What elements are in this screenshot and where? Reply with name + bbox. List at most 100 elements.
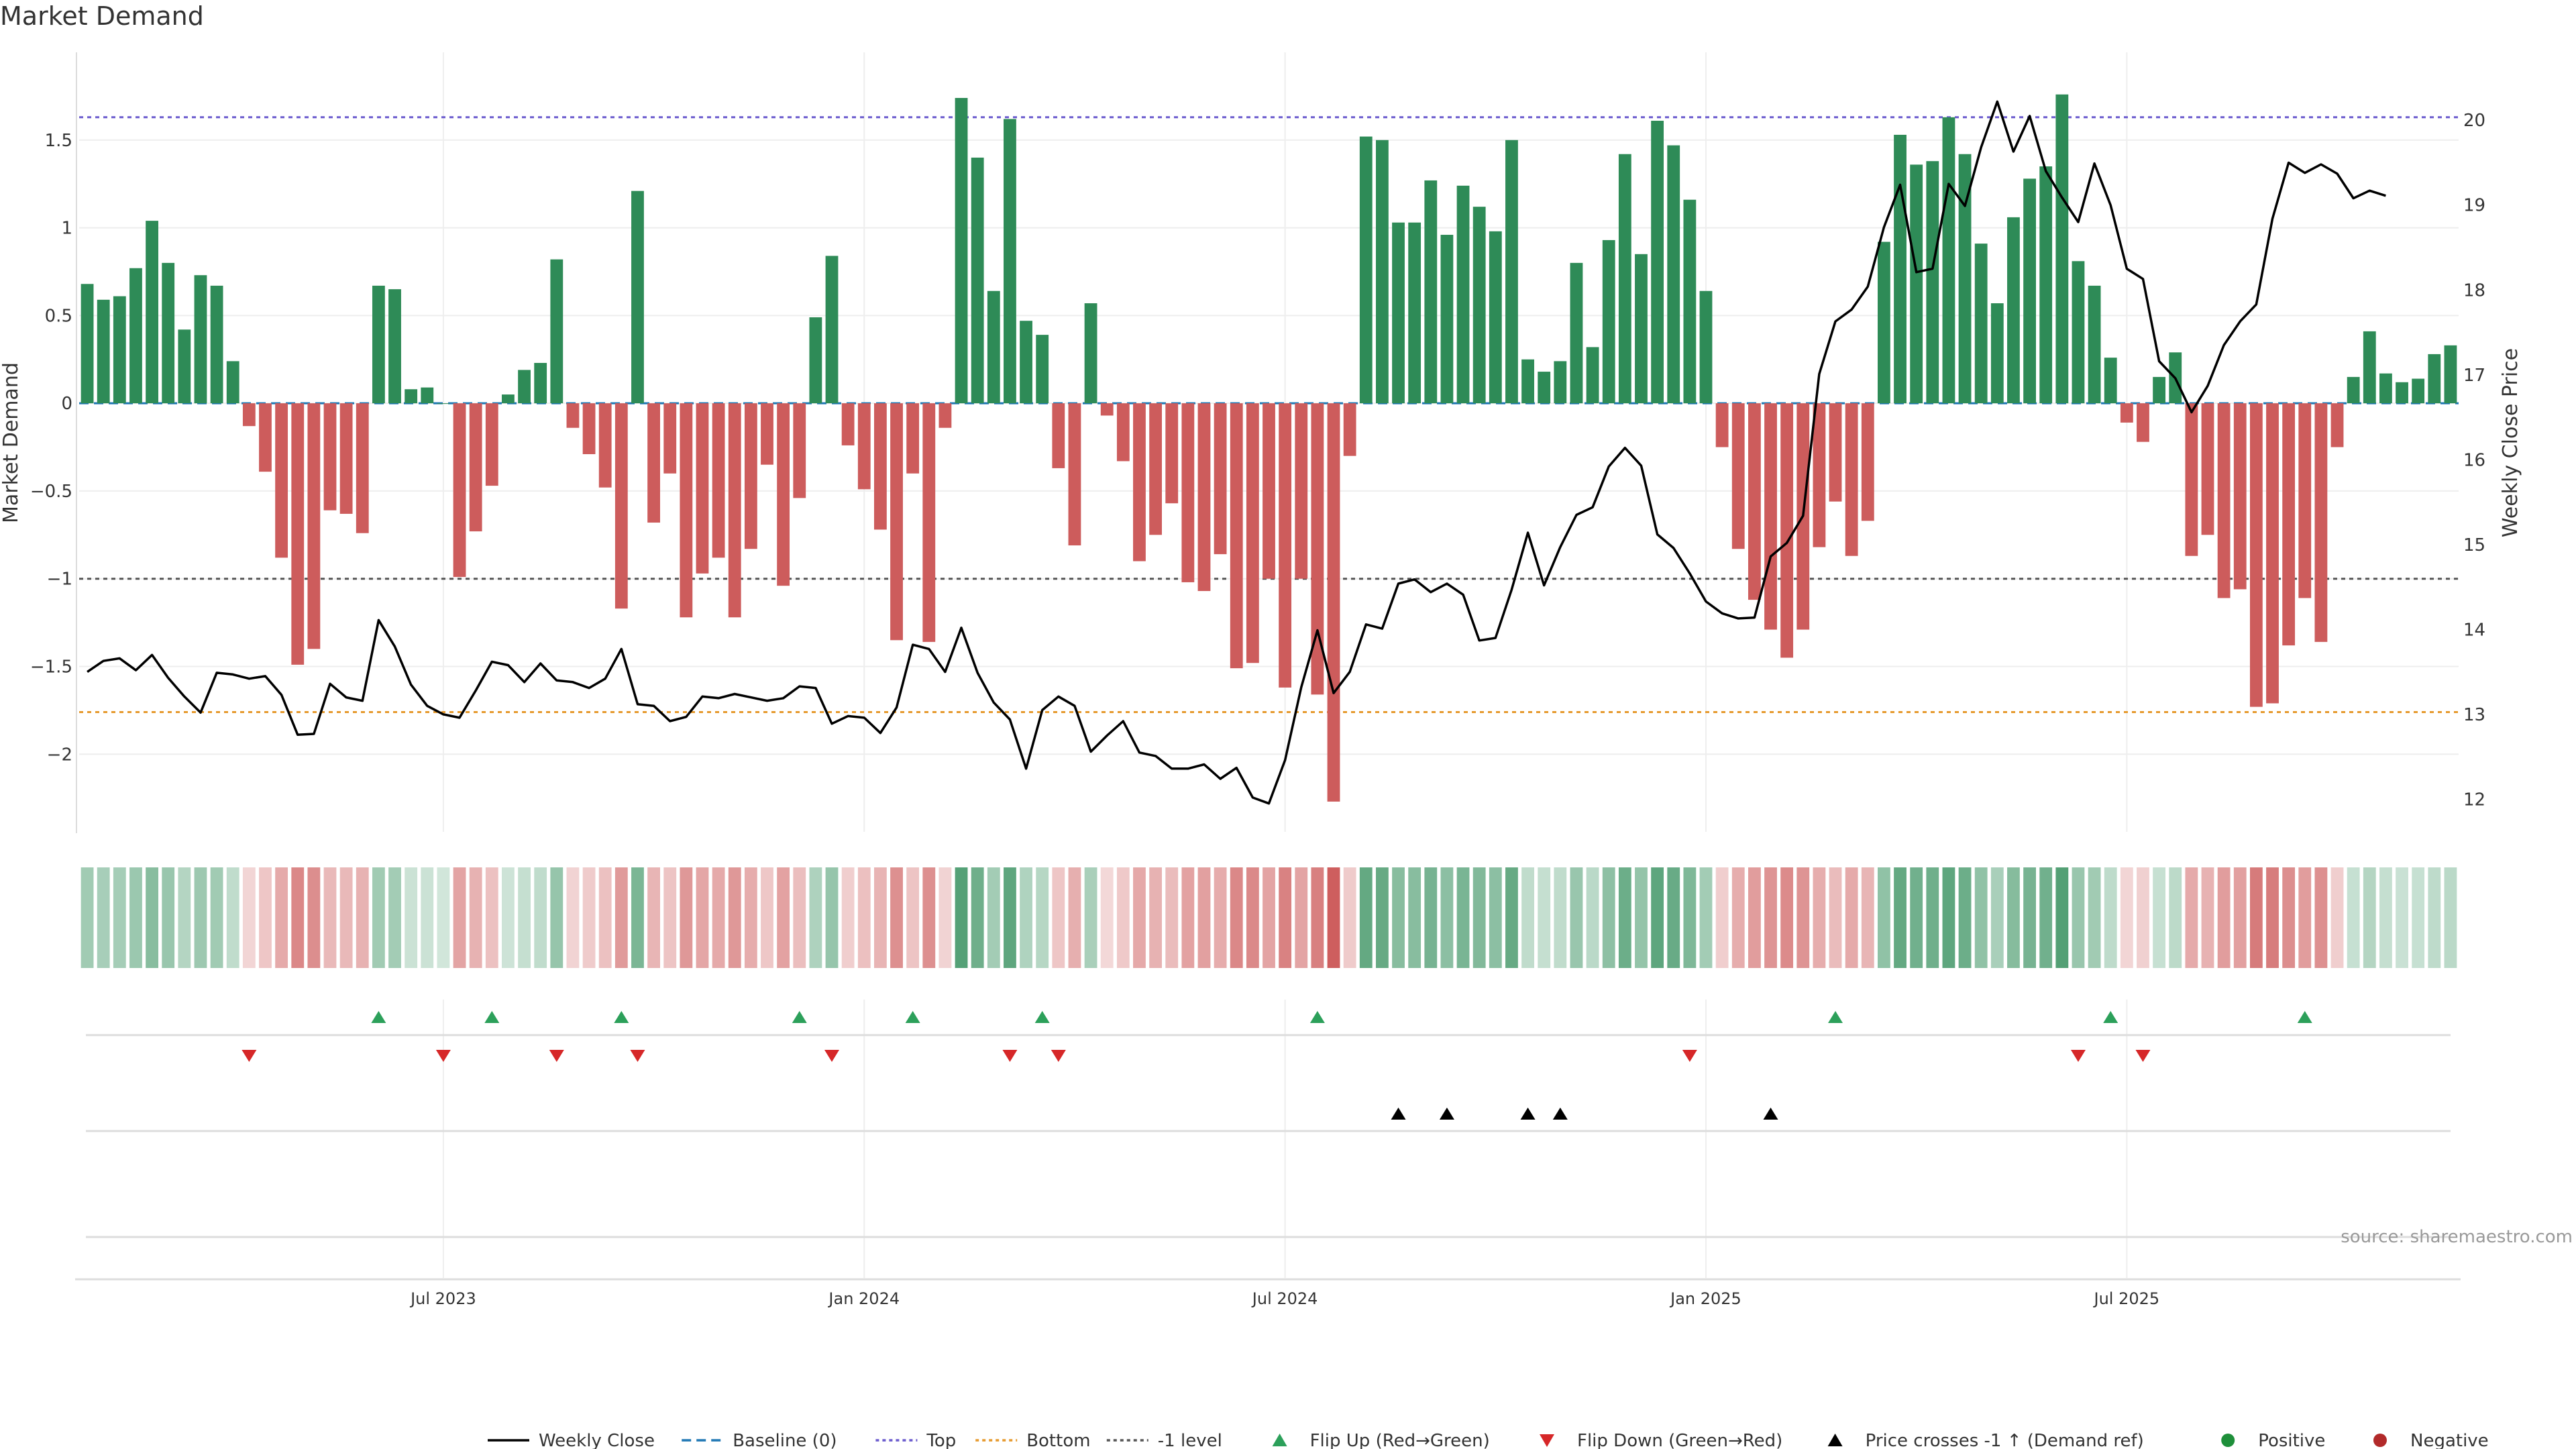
flip-up-marker	[614, 1011, 629, 1023]
demand-bar	[226, 361, 239, 404]
strip-cell	[1472, 867, 1486, 968]
flip-up-marker	[2297, 1011, 2312, 1023]
legend-label: Bottom	[1026, 1431, 1090, 1449]
demand-bar	[825, 256, 839, 404]
flip-up-marker	[484, 1011, 500, 1023]
price-cross-marker	[1391, 1108, 1406, 1120]
strip-cell	[2120, 867, 2133, 968]
flip-up-marker	[1034, 1011, 1050, 1023]
price-cross-marker	[1552, 1108, 1568, 1120]
chart-title: Market Demand	[0, 1, 204, 31]
strip-cell	[2330, 867, 2344, 968]
flip-down-marker	[630, 1050, 645, 1062]
y-tick-label: 0	[61, 394, 72, 414]
demand-bar	[955, 98, 968, 404]
strip-cell	[890, 867, 903, 968]
demand-bar	[129, 268, 142, 404]
strip-cell	[1958, 867, 1972, 968]
y-right-tick-label: 20	[2463, 111, 2485, 131]
strip-cell	[1100, 867, 1114, 968]
demand-bar	[388, 289, 401, 404]
flip-down-marker	[1682, 1050, 1697, 1062]
strip-cell	[1133, 867, 1146, 968]
demand-bar	[1974, 244, 1988, 404]
strip-cell	[2298, 867, 2312, 968]
weekly-close-line	[87, 100, 2386, 805]
flip-down-marker	[241, 1050, 257, 1062]
strip-cell	[744, 867, 757, 968]
strip-cell	[502, 867, 515, 968]
strip-cell	[663, 867, 677, 968]
flip-up-marker	[1309, 1011, 1325, 1023]
demand-bar	[80, 284, 94, 404]
strip-cell	[2379, 867, 2392, 968]
demand-bar	[162, 262, 175, 404]
strip-cell	[2444, 867, 2457, 968]
strip-cell	[1813, 867, 1826, 968]
strip-cell	[2217, 867, 2231, 968]
demand-bar	[1942, 117, 1955, 404]
demand-bar	[2249, 403, 2263, 707]
x-tick-label: Jul 2025	[2093, 1289, 2160, 1308]
strip-cell	[2023, 867, 2036, 968]
strip-cell	[2201, 867, 2214, 968]
strip-cell	[1538, 867, 1551, 968]
strip-cell	[1683, 867, 1697, 968]
legend-label: Weekly Close	[539, 1431, 655, 1449]
legend-label: Flip Up (Red→Green)	[1310, 1431, 1490, 1449]
strip-cell	[1926, 867, 1939, 968]
strip-cell	[987, 867, 1000, 968]
demand-bar	[1489, 231, 1502, 404]
y-right-tick-label: 18	[2463, 280, 2485, 301]
demand-bar	[469, 403, 482, 532]
price-line-layer	[87, 100, 2386, 805]
demand-bar	[1958, 154, 1972, 404]
demand-bar	[1602, 239, 1615, 404]
strip-cell	[1295, 867, 1308, 968]
demand-bar	[1538, 372, 1551, 404]
y-right-axis-label: Weekly Close Price	[2499, 348, 2522, 537]
demand-bar	[1295, 403, 1308, 579]
strip-cell	[777, 867, 790, 968]
strip-cell	[113, 867, 126, 968]
demand-bar	[1715, 403, 1729, 447]
strip-cell	[1116, 867, 1130, 968]
legend-item: Baseline (0)	[682, 1431, 837, 1449]
strip-cell	[1214, 867, 1227, 968]
strip-cell	[162, 867, 175, 968]
strip-cell	[2428, 867, 2441, 968]
demand-bar	[291, 403, 305, 665]
strip-cell	[2007, 867, 2020, 968]
demand-bar	[712, 403, 725, 558]
price-cross-marker	[1763, 1108, 1778, 1120]
strip-cell	[2185, 867, 2198, 968]
legend-swatch-dot	[2221, 1434, 2235, 1447]
strip-cell	[323, 867, 337, 968]
strip-cell	[566, 867, 580, 968]
legend-item: Negative	[2373, 1431, 2489, 1449]
x-tick-label: Jul 2024	[1251, 1289, 1318, 1308]
y-right-tick-label: 17	[2463, 366, 2485, 386]
demand-bar	[485, 403, 498, 486]
demand-bar	[1327, 403, 1340, 802]
strip-cell	[291, 867, 305, 968]
demand-bar	[793, 403, 806, 498]
strip-cell	[194, 867, 207, 968]
demand-bar	[1116, 403, 1130, 462]
demand-strip	[80, 867, 2457, 968]
demand-bar	[2282, 403, 2296, 646]
y-right-tick-label: 19	[2463, 196, 2485, 216]
strip-cell	[2039, 867, 2053, 968]
demand-bar	[2185, 403, 2198, 556]
strip-cell	[2347, 867, 2360, 968]
strip-cell	[598, 867, 612, 968]
strip-cell	[1878, 867, 1890, 968]
strip-cell	[339, 867, 353, 968]
strip-cell	[938, 867, 952, 968]
demand-bar	[1570, 262, 1583, 404]
strip-cell	[1246, 867, 1259, 968]
price-cross-marker	[1520, 1108, 1536, 1120]
strip-cell	[1440, 867, 1454, 968]
strip-cell	[1068, 867, 1081, 968]
